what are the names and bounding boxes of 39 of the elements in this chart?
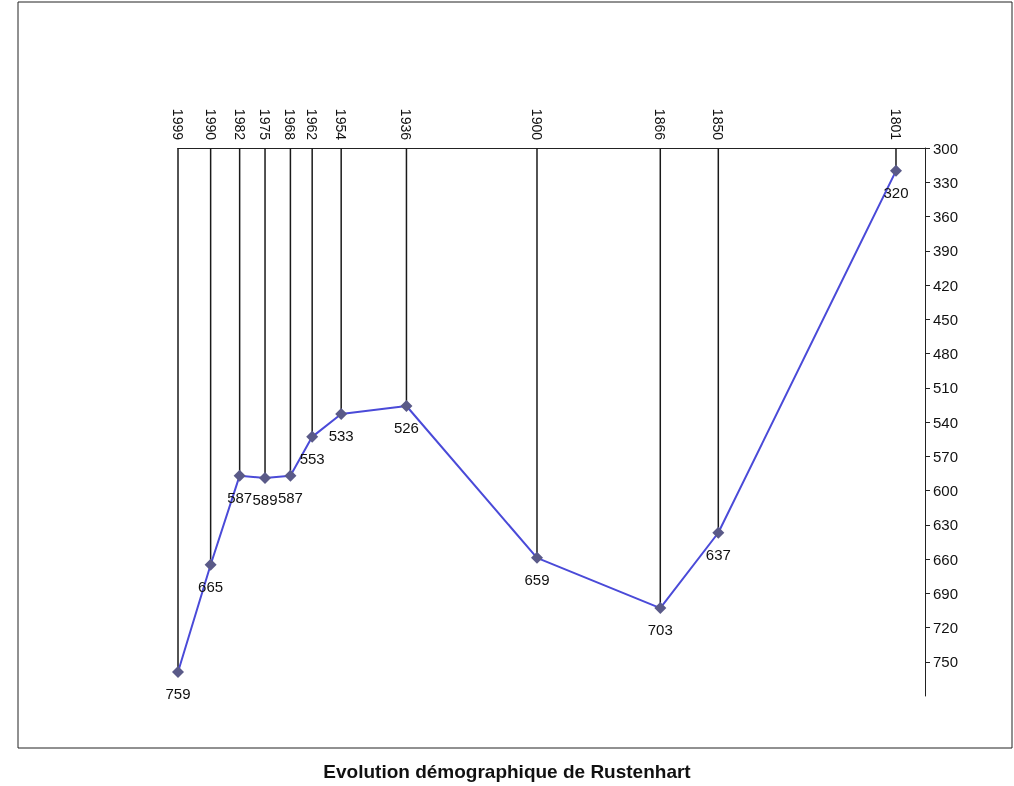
x-tick-label: 1866: [652, 108, 669, 141]
data-label: 703: [647, 621, 673, 639]
y-tick-label: 570: [933, 447, 959, 465]
data-label: 589: [252, 490, 278, 508]
data-label: 533: [328, 427, 354, 445]
text: Evolution démographique de Rustenhart: [323, 761, 692, 782]
y-tick-label: 600: [933, 482, 959, 499]
x-tick-label: 1962: [304, 108, 321, 141]
y-tick-label: 630: [933, 516, 959, 534]
x-tick-label: 1900: [529, 108, 545, 141]
y-tick-label: 720: [933, 619, 959, 636]
x-tick-label: 1975: [257, 108, 274, 141]
x-tick-label: 1936: [398, 108, 415, 141]
y-tick-label: 660: [933, 550, 959, 568]
x-tick-label: 1850: [710, 108, 727, 141]
y-tick-label: 540: [933, 413, 959, 431]
y-tick-label: 330: [933, 173, 959, 191]
y-tick-label: 300: [933, 139, 959, 157]
y-tick-label: 510: [933, 379, 959, 397]
x-tick-label: 1801: [887, 108, 904, 141]
data-label: 637: [705, 545, 731, 563]
data-label: 587: [277, 488, 303, 506]
x-tick-label: 1954: [333, 108, 350, 141]
x-tick-label: 1999: [170, 108, 186, 141]
y-tick-label: 360: [933, 208, 959, 225]
data-label: 659: [524, 570, 550, 588]
x-tick-label: 1968: [282, 108, 299, 141]
y-tick-label: 690: [933, 584, 959, 602]
y-tick-label: 420: [933, 276, 959, 294]
data-label: 759: [165, 685, 191, 703]
y-tick-label: 480: [933, 345, 959, 362]
data-label: 553: [299, 449, 325, 467]
x-tick-label: 1982: [231, 108, 248, 141]
y-tick-label: 750: [933, 653, 959, 671]
y-tick-label: 390: [933, 242, 959, 260]
data-label: 320: [883, 183, 909, 201]
x-tick-label: 1990: [202, 108, 219, 141]
y-tick-label: 450: [933, 310, 959, 328]
data-label: 526: [393, 419, 419, 437]
